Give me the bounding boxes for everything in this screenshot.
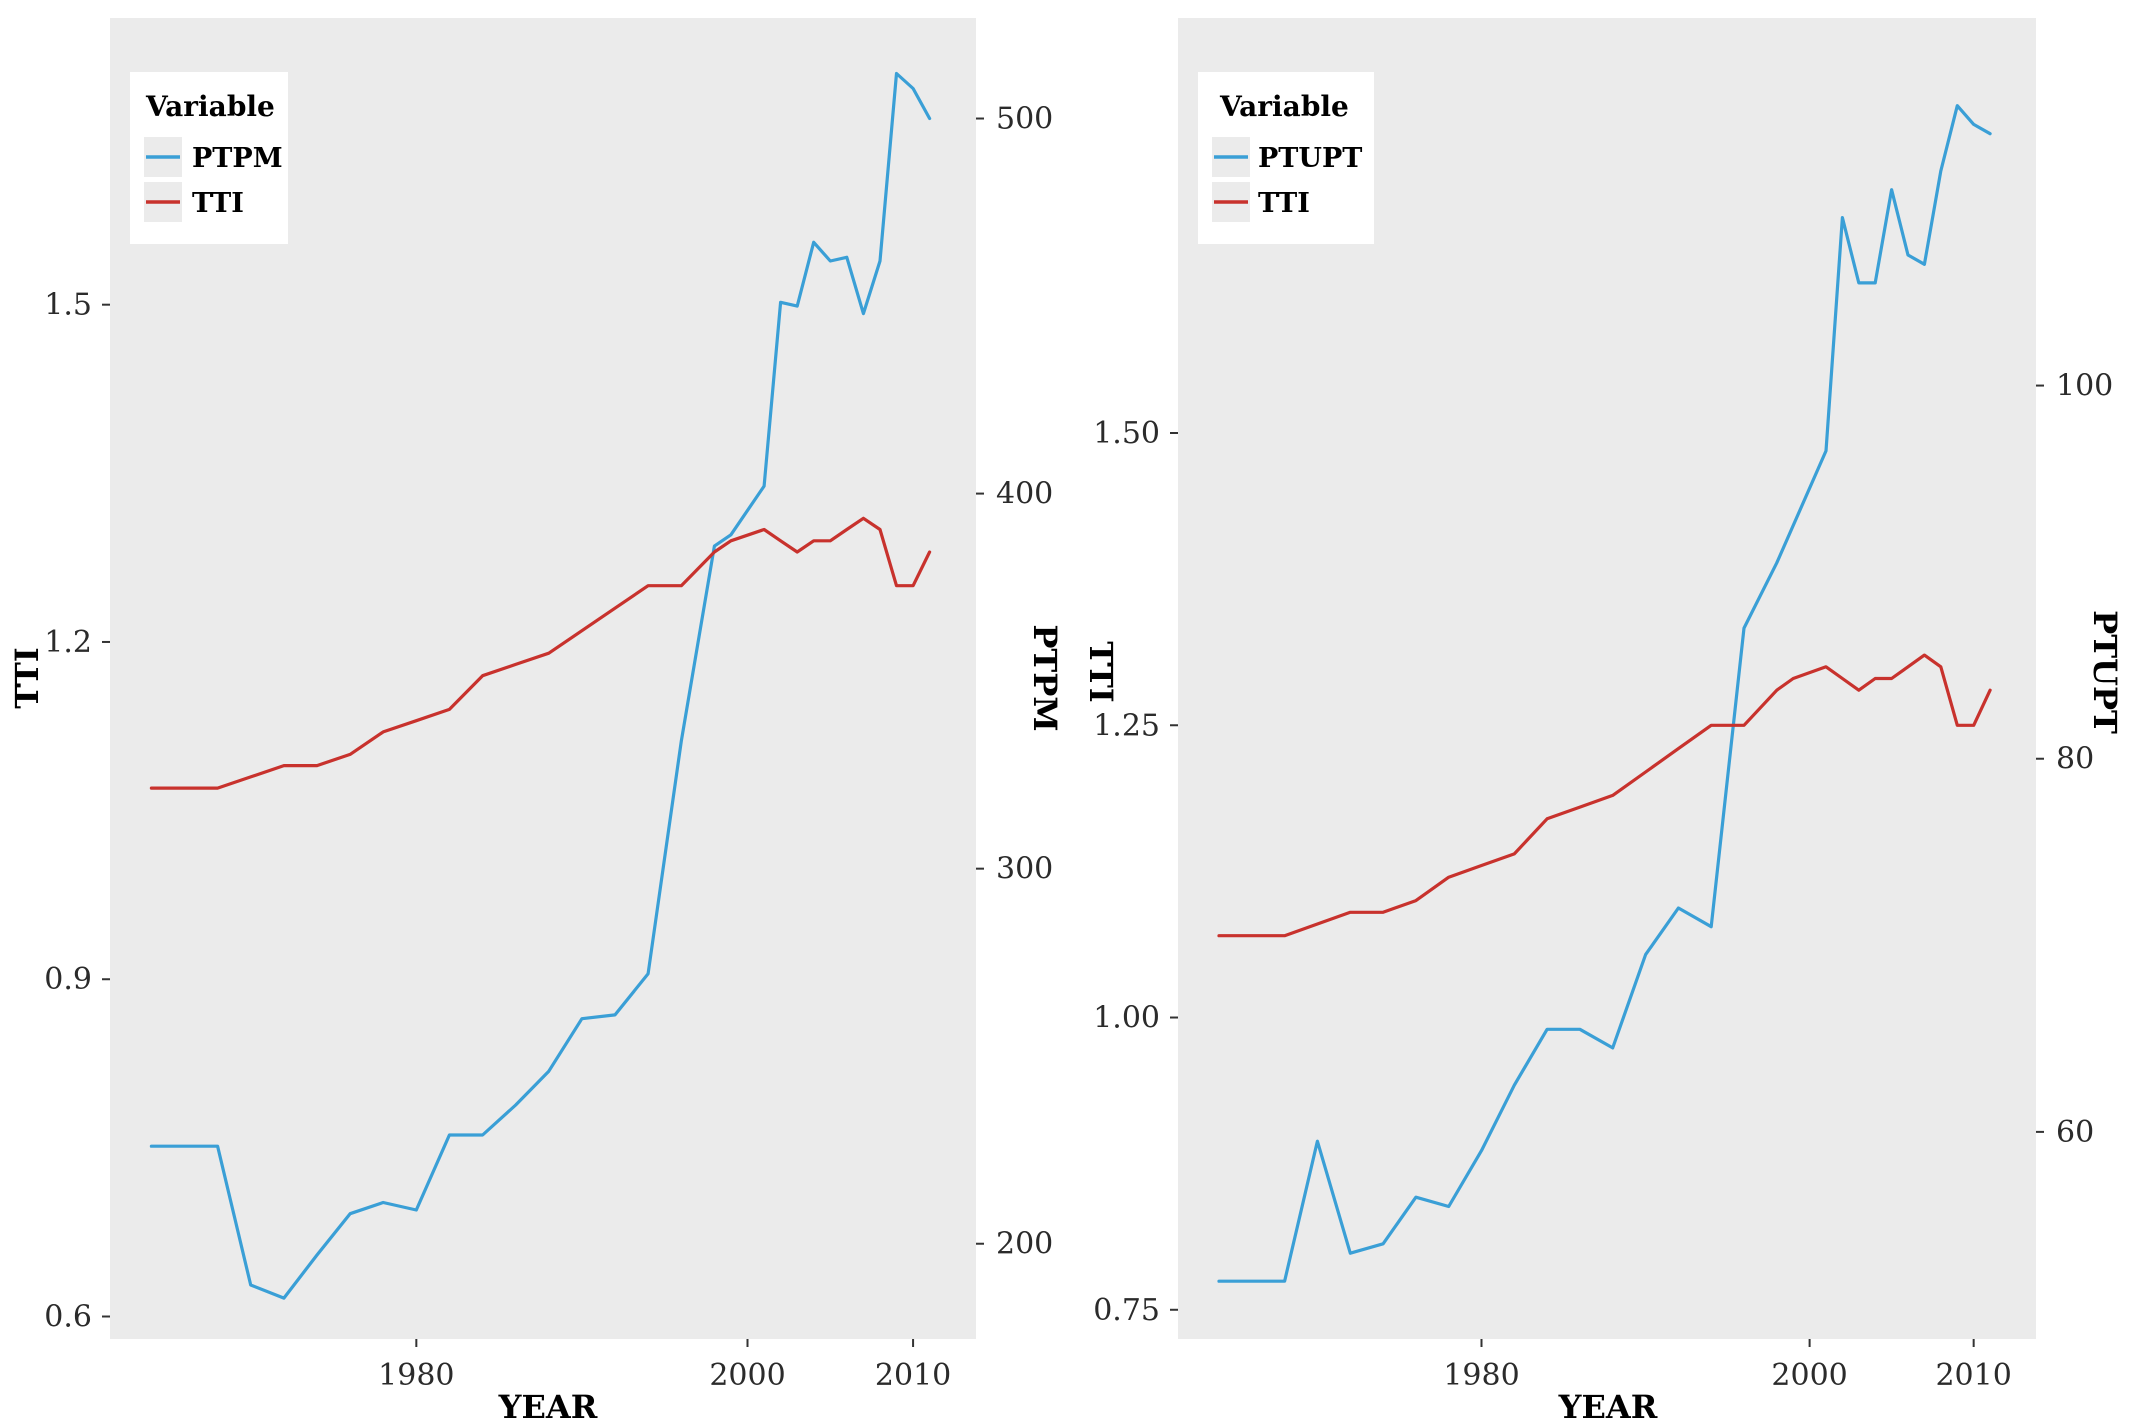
right-tick-label: 80 — [2056, 742, 2094, 777]
right-tick-label: 100 — [2056, 369, 2113, 404]
right-tick-label: 60 — [2056, 1115, 2094, 1150]
panel-1-right-axis-title: PTPM — [1026, 624, 1064, 731]
series-line-ptpm — [149, 71, 932, 1300]
panel-1-legend: Variable PTPM TTI — [130, 72, 288, 244]
panel-2-legend-label-2: TTI — [1258, 188, 1310, 219]
left-tick-label: 1.5 — [44, 288, 92, 323]
panel-2-left-axis-title: TTI — [1082, 641, 1120, 702]
x-tick-label: 2000 — [1771, 1358, 1847, 1393]
panel-2-left-ticks: 0.75 1.00 1.25 1.50 — [1093, 416, 1178, 1328]
left-tick-label: 1.00 — [1093, 1001, 1160, 1036]
panel-1-left-axis-title: TTI — [8, 647, 46, 708]
x-tick-label: 2010 — [875, 1358, 951, 1393]
panel-1-legend-title: Variable — [145, 90, 275, 123]
left-tick-label: 1.25 — [1093, 708, 1160, 743]
series-line-ptupt — [1217, 104, 1992, 1283]
right-tick-label: 200 — [996, 1227, 1053, 1262]
panel-2-legend-label-1: PTUPT — [1258, 143, 1362, 174]
right-tick-label: 400 — [996, 477, 1053, 512]
panel-1: 200 300 400 500 0.6 0.9 1.2 1.5 1980 2000 2010 Y… — [8, 18, 1064, 1426]
panel-2-x-ticks: 1980 2000 2010 — [1443, 1339, 2012, 1393]
left-tick-label: 1.2 — [44, 625, 92, 660]
panel-2: 60 80 100 0.75 1.00 1.25 1.50 1980 2000 2010 YE… — [1082, 18, 2124, 1426]
panel-2-right-axis-title: PTUPT — [2086, 610, 2124, 734]
left-tick-label: 0.6 — [44, 1300, 92, 1335]
panel-2-lines — [1217, 104, 1992, 1283]
x-tick-label: 2010 — [1935, 1358, 2011, 1393]
panel-1-x-axis-title: YEAR — [498, 1388, 598, 1426]
panel-2-legend-title: Variable — [1219, 90, 1349, 123]
series-line-tti — [1217, 653, 1992, 938]
panel-1-legend-label-1: PTPM — [192, 143, 283, 174]
panel-2-legend: Variable PTUPT TTI — [1198, 72, 1374, 244]
left-tick-label: 0.9 — [44, 962, 92, 997]
x-tick-label: 2000 — [709, 1358, 785, 1393]
panel-1-legend-label-2: TTI — [192, 188, 244, 219]
left-tick-label: 1.50 — [1093, 416, 1160, 451]
panel-2-x-axis-title: YEAR — [1558, 1388, 1658, 1426]
series-line-tti — [149, 516, 932, 790]
right-tick-label: 500 — [996, 102, 1053, 137]
x-tick-label: 1980 — [1443, 1358, 1519, 1393]
left-tick-label: 0.75 — [1093, 1293, 1160, 1328]
right-tick-label: 300 — [996, 852, 1053, 887]
panel-2-right-ticks: 60 80 100 — [2036, 369, 2113, 1150]
panel-1-right-ticks: 200 300 400 500 — [976, 102, 1053, 1262]
panel-1-left-ticks: 0.6 0.9 1.2 1.5 — [44, 288, 110, 1335]
panel-1-x-ticks: 1980 2000 2010 — [378, 1339, 951, 1393]
panel-1-lines — [149, 71, 932, 1300]
x-tick-label: 1980 — [378, 1358, 454, 1393]
